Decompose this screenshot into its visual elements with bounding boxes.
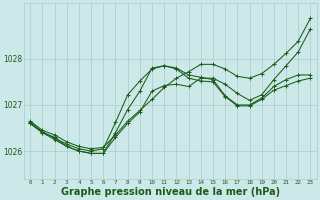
X-axis label: Graphe pression niveau de la mer (hPa): Graphe pression niveau de la mer (hPa) xyxy=(61,187,280,197)
